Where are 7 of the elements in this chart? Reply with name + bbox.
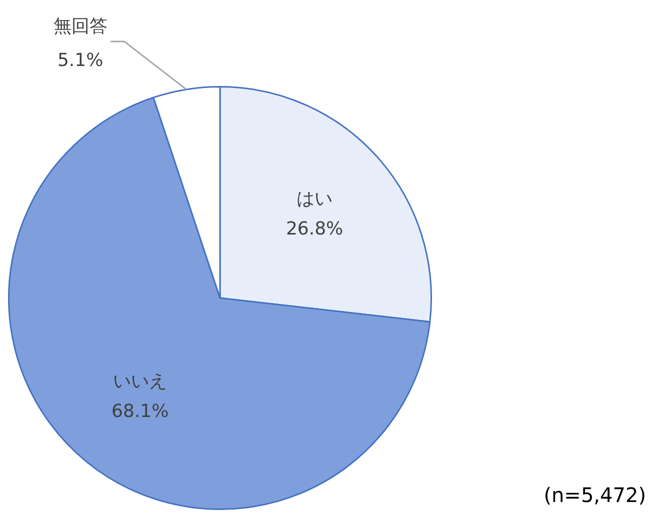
slice-label: はい xyxy=(296,188,333,210)
data-label: 5.1% xyxy=(57,50,104,72)
slice-label: 無回答 xyxy=(53,16,108,38)
slice-label: いいえ xyxy=(113,371,168,392)
data-label: 68.1% xyxy=(112,401,169,422)
text: (n=5,472) xyxy=(544,483,646,507)
data-label: 26.8% xyxy=(286,218,344,240)
